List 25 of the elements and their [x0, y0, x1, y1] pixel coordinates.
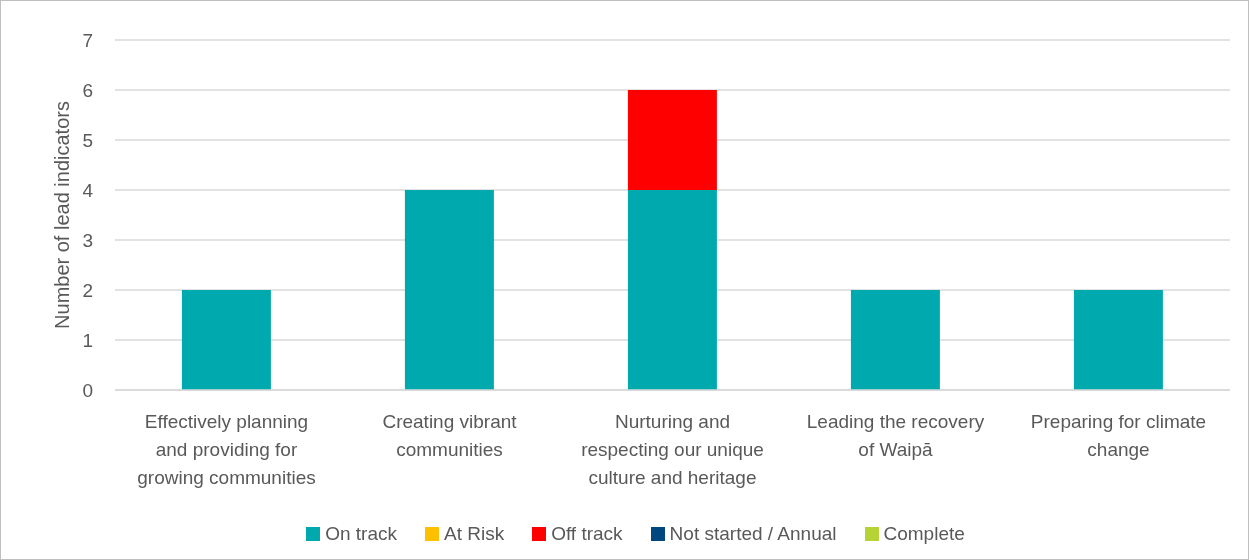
x-tick-label: Preparing for climate change — [1030, 411, 1207, 460]
y-tick-label: 2 — [82, 279, 93, 301]
y-tick-label: 1 — [82, 329, 93, 351]
bar — [181, 290, 271, 390]
legend-label: At Risk — [443, 523, 505, 545]
x-tick-label: Leading the recovery of Waipā — [806, 411, 985, 460]
y-axis-title: Number of lead indicators — [51, 101, 73, 329]
bar — [627, 190, 717, 390]
legend-label: Complete — [883, 523, 965, 545]
y-tick-label: 7 — [82, 29, 93, 51]
y-tick-label: 6 — [82, 79, 93, 101]
legend-label: Not started / Annual — [669, 523, 837, 545]
y-tick-label: 3 — [82, 229, 93, 251]
bar — [627, 90, 717, 190]
bar — [1073, 290, 1163, 390]
legend-label: On track — [325, 523, 397, 545]
bar — [850, 290, 940, 390]
legend-label: Off track — [551, 523, 623, 545]
y-tick-label: 4 — [82, 179, 94, 201]
y-tick-label: 5 — [82, 129, 93, 151]
x-tick-label: Nurturing and respecting our unique culture and heritage — [581, 411, 764, 488]
bar — [404, 190, 494, 390]
x-tick-label: Creating vibrant communities — [382, 411, 518, 460]
y-tick-label: 0 — [82, 379, 93, 401]
x-tick-label: Effectively planning and providing for growing communities — [137, 411, 316, 488]
